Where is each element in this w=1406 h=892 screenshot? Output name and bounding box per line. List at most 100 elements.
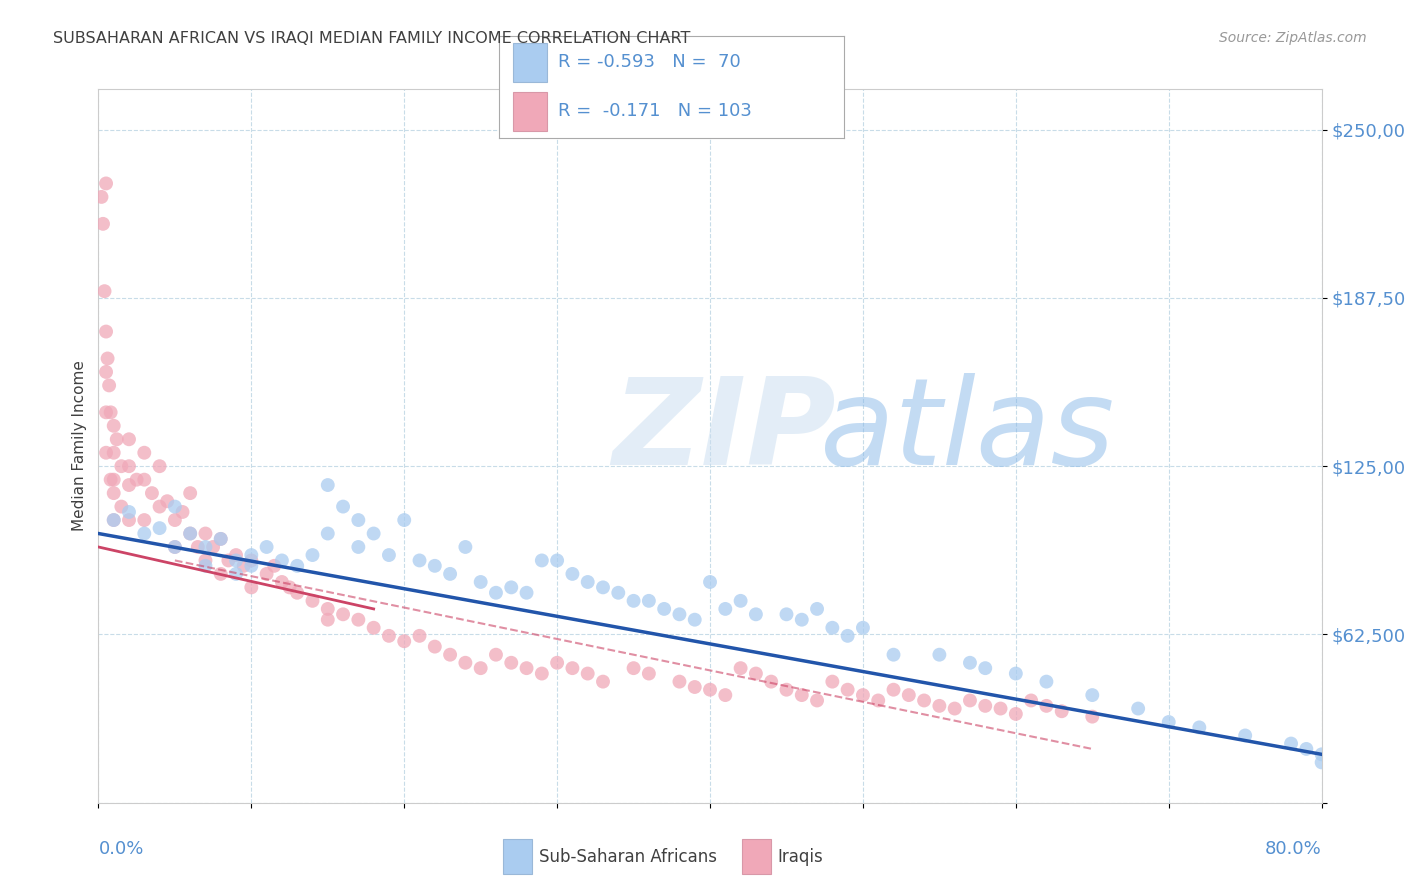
- Point: [561, 661, 583, 675]
- Point: [118, 478, 141, 492]
- Point: [516, 661, 538, 675]
- Point: [125, 473, 148, 487]
- Text: SUBSAHARAN AFRICAN VS IRAQI MEDIAN FAMILY INCOME CORRELATION CHART: SUBSAHARAN AFRICAN VS IRAQI MEDIAN FAMIL…: [53, 31, 690, 46]
- FancyBboxPatch shape: [513, 43, 547, 82]
- Point: [485, 586, 508, 600]
- Y-axis label: Median Family Income: Median Family Income: [72, 360, 87, 532]
- Point: [179, 526, 201, 541]
- Point: [668, 674, 690, 689]
- Point: [974, 698, 997, 713]
- Point: [912, 693, 935, 707]
- Point: [897, 688, 920, 702]
- Point: [194, 540, 217, 554]
- Point: [163, 513, 186, 527]
- Point: [103, 473, 125, 487]
- Point: [225, 566, 247, 581]
- Point: [270, 574, 294, 589]
- Point: [316, 526, 339, 541]
- Point: [1004, 706, 1026, 721]
- Point: [775, 682, 797, 697]
- Point: [347, 613, 370, 627]
- Point: [100, 473, 122, 487]
- Point: [240, 580, 263, 594]
- Point: [761, 674, 783, 689]
- Point: [546, 553, 568, 567]
- Point: [316, 602, 339, 616]
- Text: R =  -0.171   N = 103: R = -0.171 N = 103: [558, 102, 752, 120]
- Point: [149, 521, 172, 535]
- Point: [806, 693, 828, 707]
- Point: [959, 693, 981, 707]
- Point: [149, 500, 172, 514]
- Point: [1035, 674, 1057, 689]
- Point: [1295, 742, 1317, 756]
- Point: [883, 648, 905, 662]
- Point: [501, 656, 523, 670]
- Point: [530, 553, 553, 567]
- Point: [1310, 747, 1333, 762]
- Text: Iraqis: Iraqis: [778, 848, 824, 866]
- Point: [103, 513, 125, 527]
- Point: [270, 553, 294, 567]
- Point: [209, 532, 232, 546]
- Point: [98, 378, 121, 392]
- Point: [1234, 729, 1257, 743]
- Point: [103, 446, 125, 460]
- Text: 80.0%: 80.0%: [1265, 840, 1322, 858]
- Point: [745, 607, 768, 622]
- Point: [592, 580, 614, 594]
- Point: [103, 513, 125, 527]
- Point: [423, 558, 446, 573]
- Point: [392, 634, 416, 648]
- Point: [172, 505, 194, 519]
- Point: [149, 459, 172, 474]
- Point: [592, 674, 614, 689]
- Point: [94, 405, 117, 419]
- Point: [263, 558, 285, 573]
- Point: [285, 586, 308, 600]
- Point: [943, 701, 966, 715]
- Point: [94, 325, 117, 339]
- Point: [516, 586, 538, 600]
- Point: [530, 666, 553, 681]
- Point: [485, 648, 508, 662]
- Point: [959, 656, 981, 670]
- Point: [332, 607, 354, 622]
- Point: [821, 621, 844, 635]
- Point: [408, 553, 430, 567]
- Point: [378, 548, 401, 562]
- Point: [392, 513, 416, 527]
- Point: [118, 432, 141, 446]
- Point: [156, 494, 179, 508]
- Point: [141, 486, 163, 500]
- Point: [363, 621, 385, 635]
- Point: [332, 500, 354, 514]
- Point: [91, 217, 114, 231]
- Point: [883, 682, 905, 697]
- Point: [256, 540, 278, 554]
- Point: [217, 553, 239, 567]
- Point: [668, 607, 690, 622]
- Point: [730, 661, 752, 675]
- Point: [134, 473, 156, 487]
- Text: 0.0%: 0.0%: [98, 840, 143, 858]
- Point: [683, 680, 706, 694]
- Point: [837, 629, 859, 643]
- Point: [1035, 698, 1057, 713]
- Point: [97, 351, 120, 366]
- FancyBboxPatch shape: [513, 92, 547, 131]
- FancyBboxPatch shape: [741, 839, 770, 874]
- Point: [94, 177, 117, 191]
- Point: [347, 513, 370, 527]
- Text: Source: ZipAtlas.com: Source: ZipAtlas.com: [1219, 31, 1367, 45]
- Point: [546, 656, 568, 670]
- Point: [852, 688, 875, 702]
- Point: [714, 688, 737, 702]
- Point: [240, 548, 263, 562]
- Point: [363, 526, 385, 541]
- Point: [806, 602, 828, 616]
- Point: [470, 661, 492, 675]
- Point: [194, 526, 217, 541]
- Point: [501, 580, 523, 594]
- Point: [225, 553, 247, 567]
